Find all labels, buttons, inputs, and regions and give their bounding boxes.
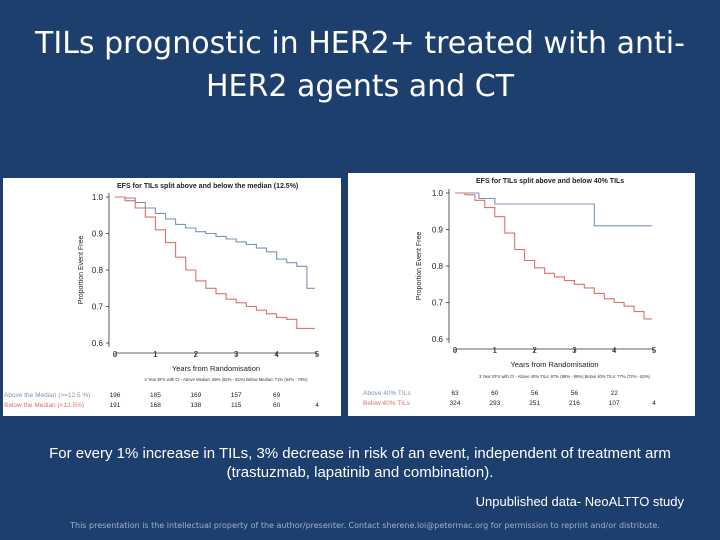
y-axis-label: Proportion Event Free — [78, 236, 85, 305]
x-tick-label: 3 — [572, 346, 577, 355]
chart-title: EFS for TILs split above and below 40% T… — [476, 178, 624, 185]
y-tick-label: 0.7 — [92, 303, 104, 312]
x-tick-label: 4 — [274, 350, 279, 359]
risk-table-value: 251 — [529, 400, 540, 407]
y-axis-label: Proportion Event Free — [416, 232, 423, 301]
risk-table-value: 185 — [150, 392, 161, 399]
risk-table-value: 169 — [190, 392, 201, 399]
y-tick-label: 0.6 — [432, 335, 444, 344]
risk-table-value: 324 — [450, 400, 461, 407]
y-tick-label: 0.6 — [92, 339, 104, 348]
km-chart-left-svg: EFS for TILs split above and below the m… — [4, 183, 320, 409]
risk-table-value: 4 — [652, 400, 656, 407]
x-tick-label: 5 — [315, 350, 320, 359]
risk-table-value: 196 — [110, 392, 121, 399]
x-tick-label: 2 — [194, 350, 199, 359]
x-axis-label: Years from Randomisation — [510, 360, 598, 369]
risk-table-label: Above 40% TILs — [363, 390, 411, 397]
y-tick-label: 0.8 — [432, 262, 444, 271]
risk-table-value: 115 — [231, 402, 242, 409]
risk-table-value: 56 — [531, 390, 539, 397]
y-tick-label: 1.0 — [432, 189, 444, 198]
y-tick-label: 0.8 — [92, 266, 104, 275]
x-tick-label: 2 — [532, 346, 537, 355]
chart-title: EFS for TILs split above and below the m… — [117, 183, 298, 190]
risk-table-value: 60 — [273, 402, 281, 409]
x-tick-label: 0 — [453, 346, 458, 355]
risk-table-value: 107 — [609, 400, 620, 407]
y-tick-label: 0.7 — [432, 299, 444, 308]
risk-table-label: Above the Median (>=12.5 %) — [4, 392, 90, 399]
risk-table-value: 138 — [190, 402, 201, 409]
y-tick-label: 0.9 — [92, 230, 104, 239]
x-axis-label: Years from Randomisation — [172, 364, 260, 373]
risk-table-value: 191 — [110, 402, 121, 409]
x-tick-label: 5 — [652, 346, 657, 355]
finding-text: For every 1% increase in TILs, 3% decrea… — [49, 445, 671, 481]
y-tick-label: 0.9 — [432, 226, 444, 235]
efs-annotation: 3 Year EFS with CI - Above 40% TILs: 97%… — [479, 374, 651, 379]
x-tick-label: 4 — [612, 346, 617, 355]
risk-table-value: 56 — [571, 390, 579, 397]
risk-table-value: 157 — [231, 392, 242, 399]
efs-annotation: 3 Year EFS with CI - Above Median: 86% (… — [144, 377, 308, 382]
risk-table-value: 293 — [489, 400, 500, 407]
risk-table-value: 168 — [150, 402, 161, 409]
risk-table-value: 216 — [569, 400, 580, 407]
x-tick-label: 0 — [113, 350, 118, 359]
km-chart-left: EFS for TILs split above and below the m… — [3, 178, 341, 416]
km-curve-above — [115, 196, 315, 289]
risk-table-value: 63 — [451, 390, 459, 397]
km-chart-right: EFS for TILs split above and below 40% T… — [348, 173, 695, 416]
km-curve-above — [455, 192, 652, 227]
risk-table-label: Below 40% TILs — [363, 400, 411, 407]
source-text: Unpublished data- NeoALTTO study — [475, 494, 684, 509]
km-curve-below — [455, 192, 652, 320]
y-tick-label: 1.0 — [92, 193, 104, 202]
km-curve-below — [115, 196, 315, 329]
km-chart-right-svg: EFS for TILs split above and below 40% T… — [363, 178, 657, 407]
risk-table-value: 69 — [273, 392, 281, 399]
x-tick-label: 1 — [153, 350, 158, 359]
x-tick-label: 1 — [493, 346, 498, 355]
risk-table-label: Below the Median (<12.5%) — [4, 402, 84, 409]
x-tick-label: 3 — [234, 350, 239, 359]
risk-table-value: 60 — [491, 390, 499, 397]
risk-table-value: 22 — [611, 390, 619, 397]
slide-title: TILs prognostic in HER2+ treated with an… — [35, 26, 685, 104]
disclaimer-text: This presentation is the intellectual pr… — [70, 521, 660, 530]
risk-table-value: 4 — [315, 402, 319, 409]
